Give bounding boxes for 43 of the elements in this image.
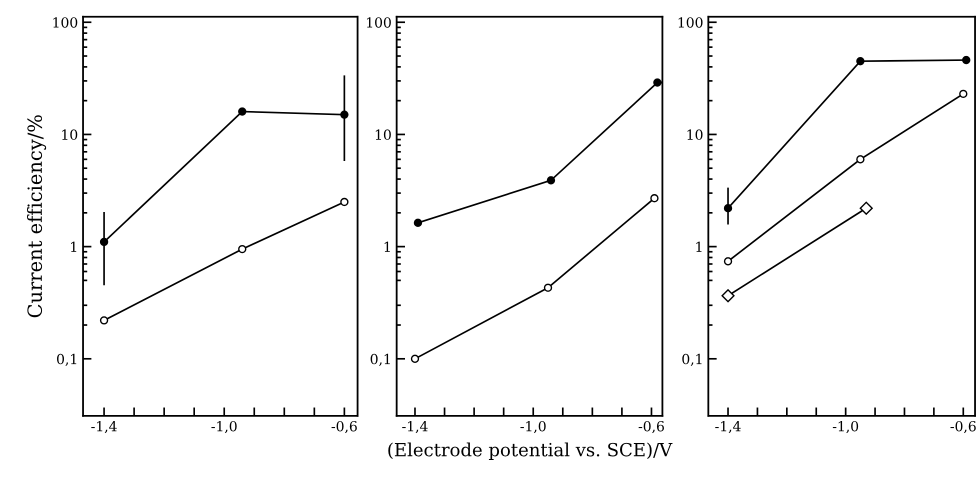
point bbox=[414, 218, 422, 227]
y-tick-label: 1 bbox=[384, 242, 390, 252]
point bbox=[410, 354, 420, 363]
y-tick-label: 0,1 bbox=[57, 354, 76, 366]
point bbox=[959, 90, 968, 98]
x-tick-label: -1,0 bbox=[211, 420, 237, 434]
x-tick-label: -1,0 bbox=[832, 420, 858, 434]
point bbox=[100, 316, 108, 325]
x-tick-label: -1,4 bbox=[91, 420, 117, 434]
y-tick-label: 0,1 bbox=[682, 354, 702, 366]
point bbox=[721, 289, 735, 302]
y-axis-title: Current efficiency/% bbox=[27, 115, 46, 318]
point bbox=[238, 107, 246, 116]
point bbox=[238, 244, 246, 254]
x-tick-label: -1,0 bbox=[520, 420, 546, 434]
point bbox=[546, 176, 556, 184]
y-tick-label: 10 bbox=[62, 129, 78, 140]
y-tick-label: 10 bbox=[687, 129, 703, 140]
point bbox=[650, 194, 659, 202]
x-tick-label: -0,6 bbox=[332, 420, 357, 434]
point bbox=[653, 78, 662, 87]
x-tick-label: -0,6 bbox=[638, 420, 664, 434]
point bbox=[724, 204, 732, 212]
y-tick-label: 10 bbox=[376, 129, 391, 140]
y-tick-label: 1 bbox=[696, 242, 702, 252]
y-tick-label: 0,1 bbox=[370, 354, 390, 366]
point bbox=[724, 257, 732, 266]
point bbox=[100, 238, 108, 246]
x-tick-label: -1,4 bbox=[715, 420, 741, 434]
y-tick-label: 100 bbox=[53, 17, 78, 28]
point bbox=[340, 110, 349, 119]
point bbox=[340, 198, 349, 206]
x-tick-label: -1,4 bbox=[402, 420, 428, 434]
x-tick-label: -0,6 bbox=[950, 420, 976, 434]
y-tick-label: 1 bbox=[71, 242, 76, 252]
point bbox=[544, 284, 552, 292]
y-tick-label: 100 bbox=[678, 17, 703, 28]
point bbox=[860, 202, 873, 215]
x-axis-title: (Electrode potential vs. SCE)/V bbox=[388, 442, 672, 460]
point bbox=[962, 56, 970, 64]
point bbox=[856, 56, 865, 66]
point bbox=[856, 155, 865, 164]
y-tick-label: 100 bbox=[366, 17, 391, 28]
